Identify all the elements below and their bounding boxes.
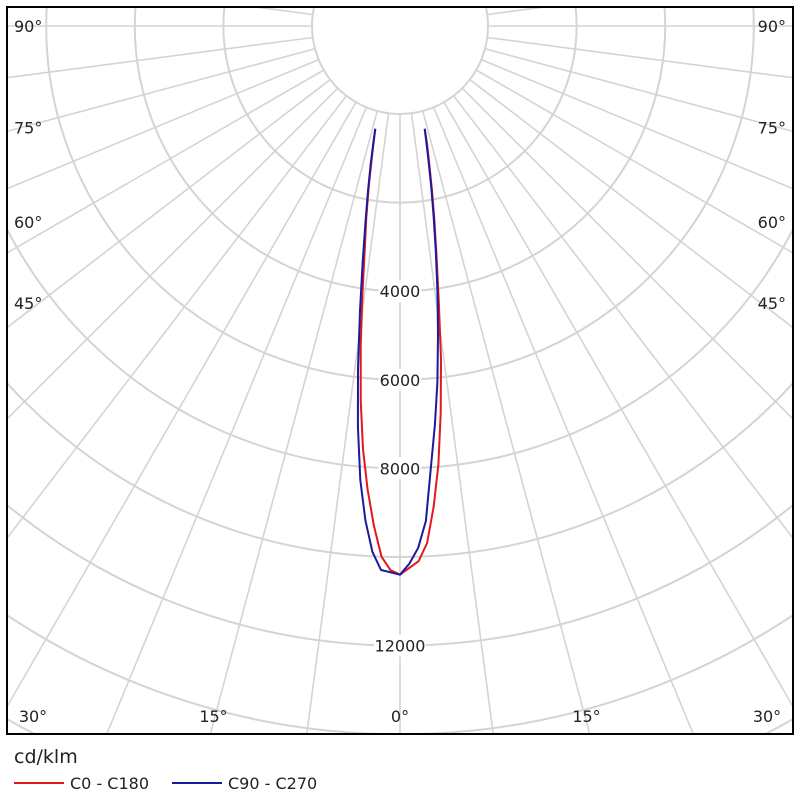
grid-spoke (461, 87, 793, 421)
labels-layer: 4000 6000 8000 12000 0° 15° 15° 30° 30° 45° 45° 60°… (14, 17, 786, 726)
angle-label: 30° (19, 707, 47, 726)
angle-label: 90° (14, 17, 42, 36)
grid-circle (222, 7, 578, 204)
grid-spoke (105, 106, 368, 734)
angle-label: 45° (758, 294, 786, 313)
series-line-1 (356, 128, 439, 576)
series-layer (356, 128, 442, 576)
radial-tick-label: 6000 (380, 371, 421, 390)
grid-spoke (484, 48, 793, 133)
angle-label: 60° (14, 213, 42, 232)
grid-spoke (7, 87, 339, 421)
grid-spoke (487, 36, 793, 79)
grid-spoke (475, 69, 793, 254)
angle-label: 15° (199, 707, 227, 726)
grid-spoke (485, 0, 800, 3)
legend-label: C90 - C270 (228, 773, 318, 793)
angle-label: 60° (758, 213, 786, 232)
angle-label: 90° (758, 17, 786, 36)
tick-label-bg (378, 368, 422, 391)
grid-spoke (7, 58, 320, 190)
grid-spoke (7, 48, 316, 133)
unit-label: cd/klm (14, 746, 78, 768)
legend: cd/klm C0 - C180 C90 - C270 (0, 740, 800, 800)
grid-spoke (7, 69, 325, 254)
legend-label: C0 - C180 (70, 773, 150, 793)
angle-label: 30° (753, 707, 781, 726)
angle-label: 75° (758, 118, 786, 137)
plot-border (6, 6, 794, 735)
tick-label-bg (374, 634, 426, 657)
polar-chart: 4000 6000 8000 12000 0° 15° 15° 30° 30° 45° 45° 60°… (0, 0, 800, 735)
legend-item-c0-c180: C0 - C180 (14, 771, 149, 795)
legend-item-c90-c270: C90 - C270 (172, 771, 317, 795)
grid-spoke (7, 36, 313, 79)
tick-label-bg (378, 280, 422, 303)
series-line-0 (359, 128, 442, 576)
grid-spoke (432, 106, 695, 734)
radial-tick-label: 4000 (380, 282, 421, 301)
legend-swatch-blue (172, 782, 222, 784)
angle-label: 45° (14, 294, 42, 313)
angle-label: 15° (572, 707, 600, 726)
radial-tick-label: 8000 (380, 459, 421, 478)
tick-label-bg (378, 457, 422, 480)
radial-tick-label: 12000 (375, 637, 426, 656)
grid-spoke (0, 0, 315, 3)
grid-inner-circle (311, 7, 489, 115)
angle-label: 75° (14, 118, 42, 137)
angle-label: 0° (391, 707, 409, 726)
grid-circle (7, 381, 793, 558)
legend-swatch-red (14, 782, 64, 784)
grid-spoke (480, 58, 793, 190)
